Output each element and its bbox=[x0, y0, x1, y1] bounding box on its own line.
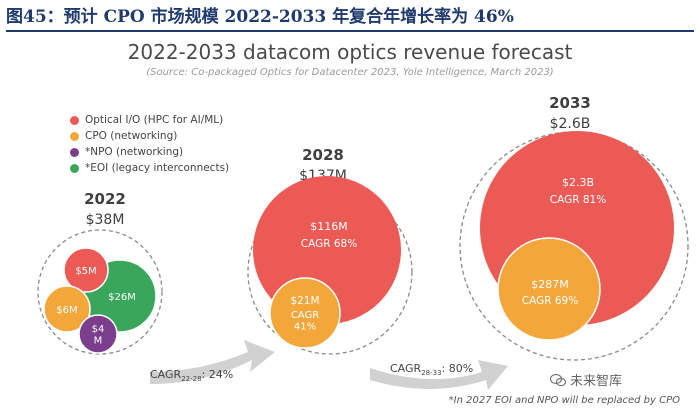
footnote: *In 2027 EOI and NPO will be replaced by… bbox=[448, 395, 680, 406]
legend-swatch-eoi bbox=[70, 163, 79, 173]
bubble-label-2028-optical-io: $116M bbox=[310, 220, 348, 233]
arrow-label-2028-2033: CAGR28-33: 80% bbox=[390, 362, 473, 377]
bubble-label-2033-cpo: $287M bbox=[531, 278, 569, 291]
year-label-2033: 2033 bbox=[549, 94, 591, 112]
arrow-label-2022-2028: CAGR22-28: 24% bbox=[150, 368, 233, 383]
chart-title: 2022-2033 datacom optics revenue forecas… bbox=[127, 40, 573, 64]
legend-label-optical-io: Optical I/O (HPC for AI/ML) bbox=[85, 114, 224, 126]
legend-label-cpo: CPO (networking) bbox=[85, 130, 178, 142]
bubble-sublabel-2028-cpo: CAGR 41% bbox=[291, 310, 319, 333]
arrow-2022-2028 bbox=[150, 340, 275, 384]
bubble-label-2022-eoi: $26M bbox=[108, 292, 136, 303]
bubble-sublabel-2028-optical-io: CAGR 68% bbox=[301, 238, 357, 250]
bubble-label-2022-optical-i-o: $5M bbox=[75, 266, 96, 277]
dashed-outline-2033 bbox=[459, 131, 689, 361]
bubble-2028-cpo bbox=[269, 277, 341, 349]
total-label-2033: $2.6B bbox=[550, 116, 591, 132]
year-label-2028: 2028 bbox=[302, 146, 344, 164]
bubble-label-2022-npo: $4 M bbox=[92, 324, 105, 347]
watermark-text: 未来智库 bbox=[569, 374, 622, 389]
legend-item-optical-io: Optical I/O (HPC for AI/ML) bbox=[70, 112, 229, 128]
chart-subtitle: (Source: Co-packaged Optics for Datacent… bbox=[146, 67, 554, 78]
bubble-2033-cpo bbox=[497, 237, 601, 341]
watermark: 未来智库 bbox=[549, 370, 622, 389]
year-label-2022: 2022 bbox=[84, 190, 126, 208]
bubble-sublabel-2033-optical-io: CAGR 81% bbox=[550, 194, 606, 206]
total-label-2022: $38M bbox=[86, 212, 125, 228]
legend-label-npo: *NPO (networking) bbox=[85, 146, 184, 158]
bubble-2022-npo bbox=[78, 314, 118, 354]
bubble-label-2033-optical-io: $2.3B bbox=[562, 176, 594, 189]
wechat-icon bbox=[549, 373, 566, 386]
legend-swatch-optical-io bbox=[70, 115, 79, 125]
bubble-2022-optical-i-o bbox=[63, 247, 109, 293]
legend: Optical I/O (HPC for AI/ML) CPO (network… bbox=[70, 112, 229, 176]
legend-item-eoi: *EOI (legacy interconnects) bbox=[70, 160, 229, 176]
arrow-2028-2033 bbox=[370, 360, 508, 390]
legend-swatch-cpo bbox=[70, 131, 79, 141]
legend-swatch-npo bbox=[70, 147, 79, 157]
legend-item-cpo: CPO (networking) bbox=[70, 128, 229, 144]
bubble-label-2022-cpo: $6M bbox=[56, 305, 77, 316]
legend-item-npo: *NPO (networking) bbox=[70, 144, 229, 160]
bubble-label-2028-cpo: $21M bbox=[290, 295, 319, 307]
bubble-2022-cpo bbox=[43, 285, 91, 333]
bubble-sublabel-2033-cpo: CAGR 69% bbox=[522, 295, 578, 307]
figure-caption: 图45：预计 CPO 市场规模 2022-2033 年复合年增长率为 46% bbox=[6, 4, 694, 32]
dashed-outline-2022 bbox=[37, 229, 163, 355]
legend-label-eoi: *EOI (legacy interconnects) bbox=[85, 162, 230, 174]
